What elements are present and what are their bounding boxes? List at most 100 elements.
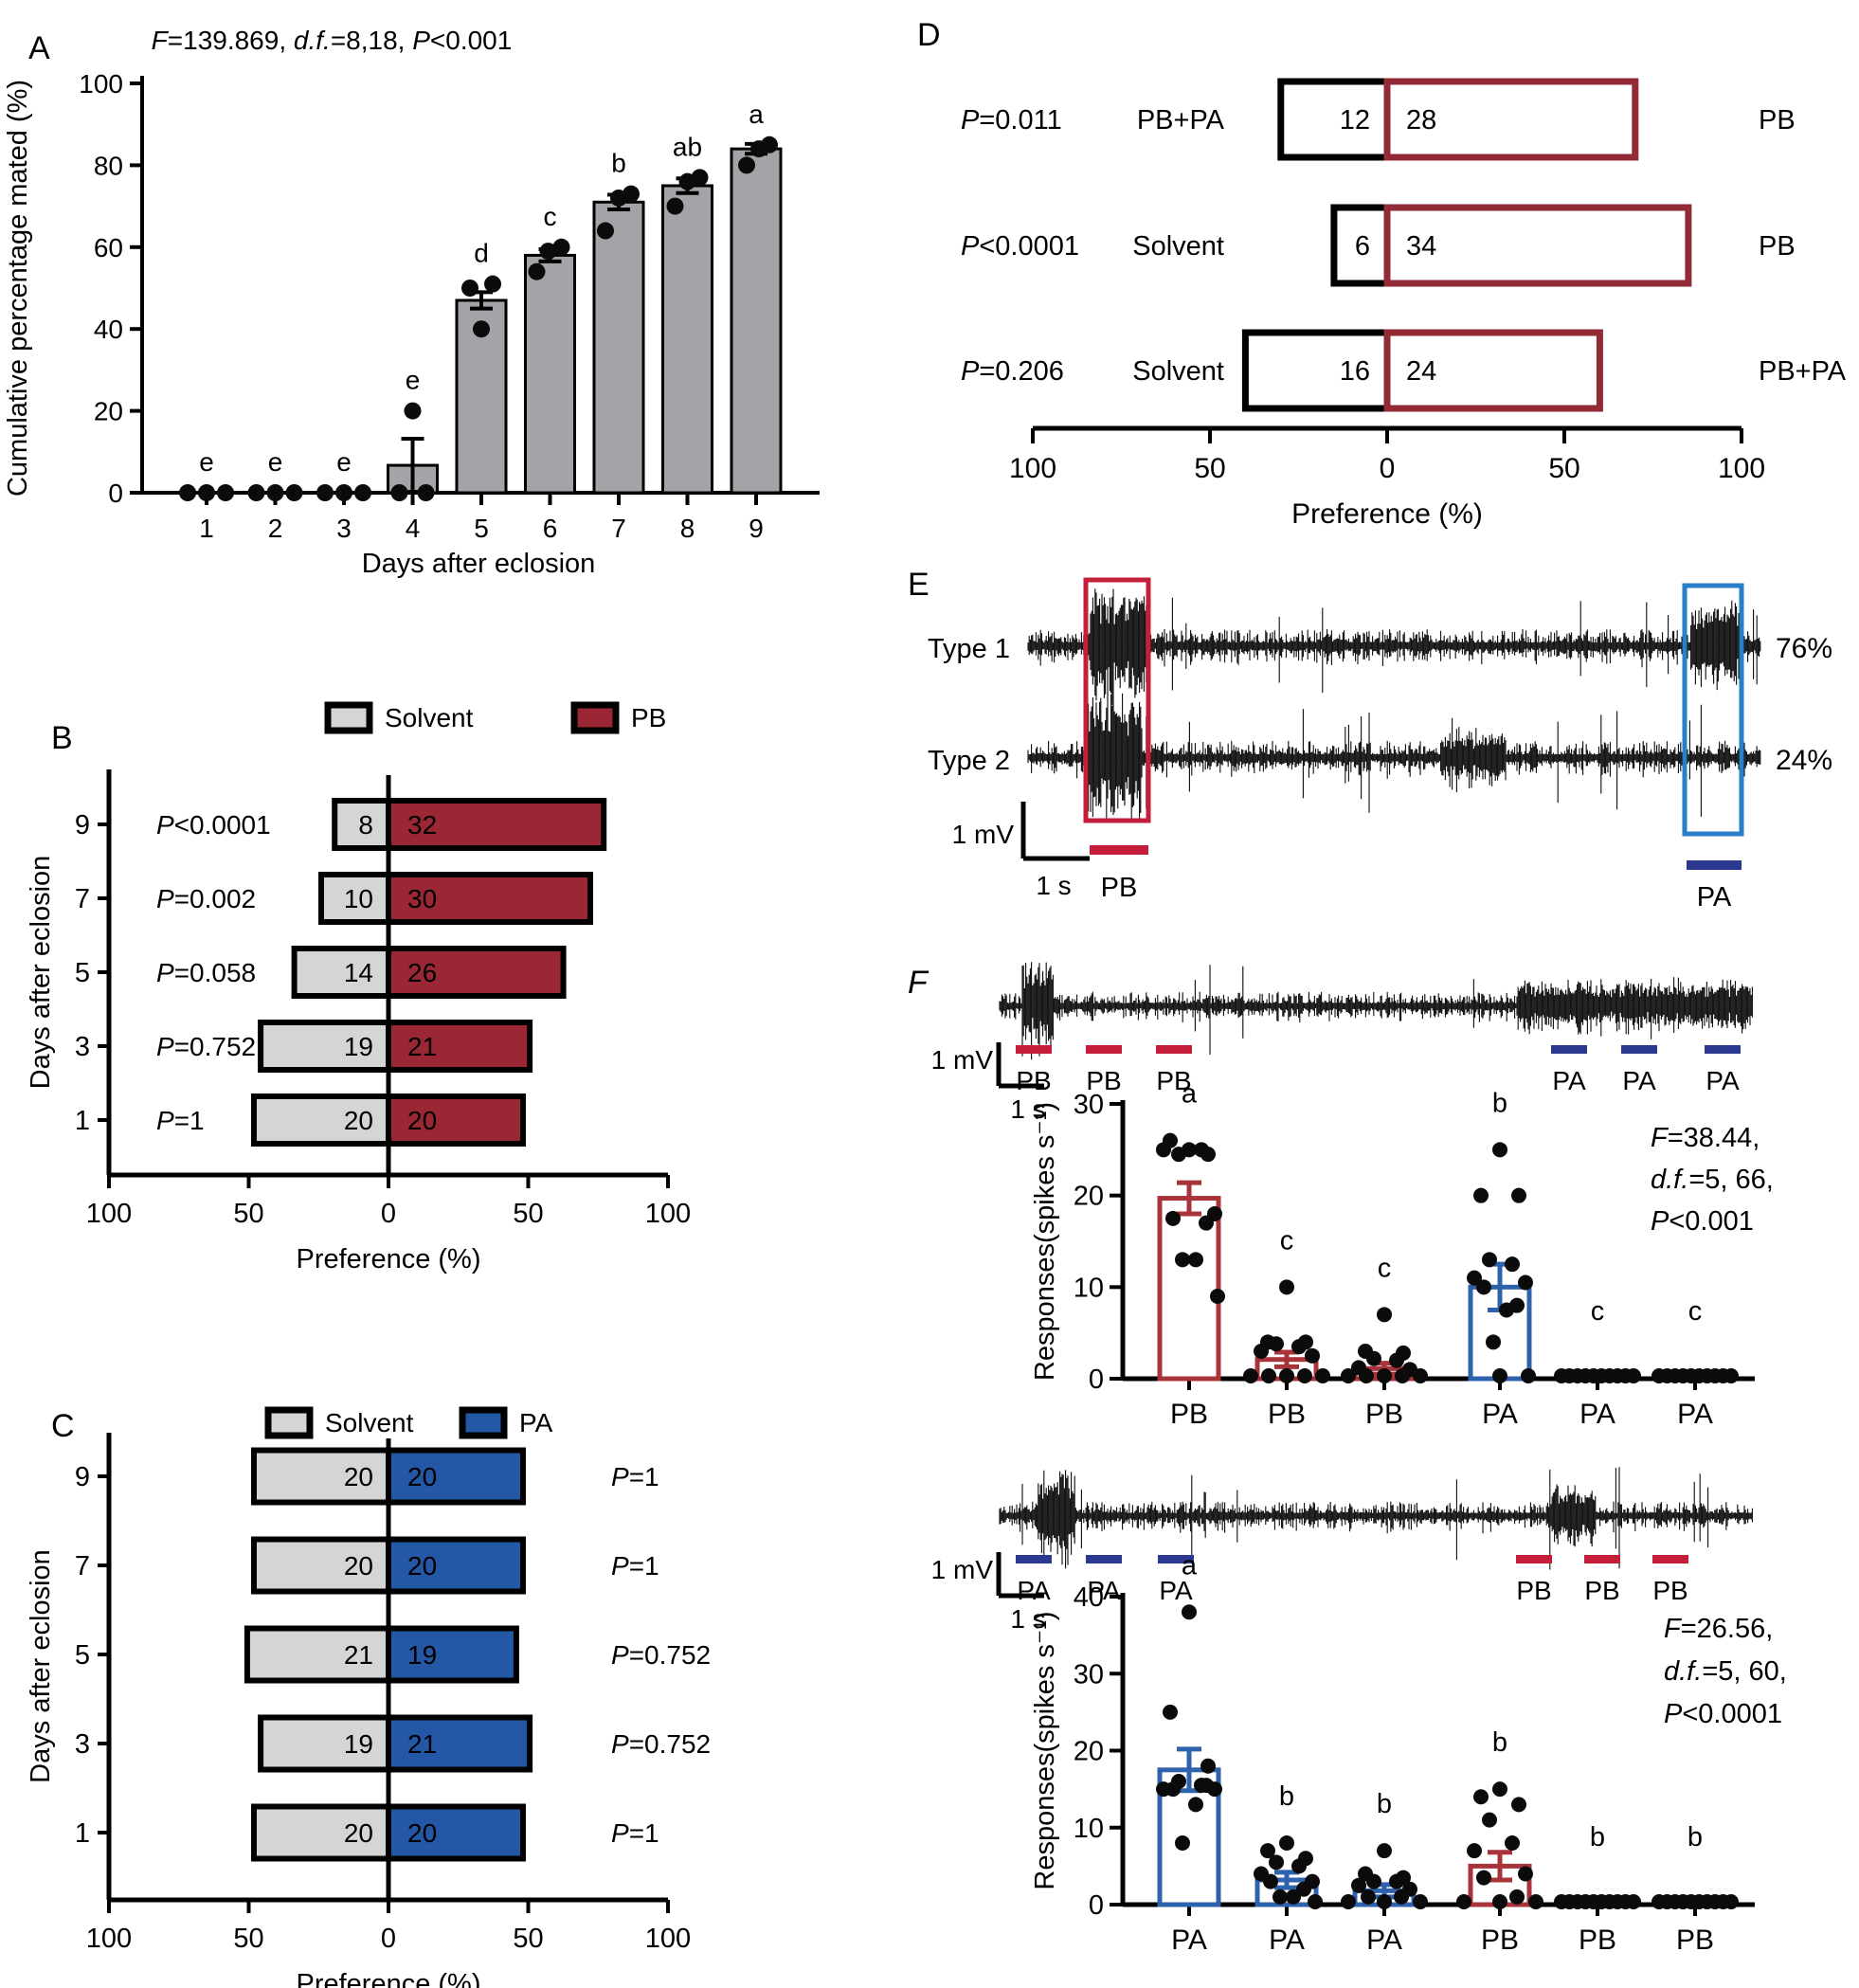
data-point: [1291, 1858, 1307, 1874]
panel-b-chart: B Solvent PB 100 50 0 50 100 Preference (%) Days …: [26, 701, 691, 1274]
count-right: 21: [407, 1729, 437, 1759]
count-left: 12: [1340, 105, 1370, 136]
data-point: [1272, 1889, 1288, 1905]
data-point: [1377, 1843, 1392, 1859]
trace-label-type1: Type 1: [928, 634, 1010, 664]
x-tick-label: PA: [1677, 1399, 1713, 1430]
data-point: [461, 280, 478, 297]
data-point: [1505, 1256, 1520, 1273]
legend-label: PA: [519, 1408, 553, 1437]
day-tick-label: 1: [75, 1818, 90, 1849]
sig-letter: b: [1377, 1789, 1392, 1819]
scale-label-mv: 1 mV: [931, 1555, 994, 1584]
data-point: [1389, 1352, 1404, 1368]
data-point: [1528, 1894, 1543, 1909]
x-tick-label: 2: [268, 514, 283, 543]
data-point: [1165, 1210, 1181, 1226]
stimulus-label-pb: PB: [1086, 1066, 1121, 1095]
data-point: [1194, 1142, 1209, 1158]
count-left: 19: [344, 1729, 373, 1759]
stats-text-a: F=139.869, d.f.=8,18, P<0.001: [152, 26, 513, 55]
data-point: [691, 169, 709, 187]
x-tick-label: 50: [233, 1199, 263, 1229]
stimulus-bar-pb: [1156, 1045, 1192, 1054]
scale-label-mv: 1 mV: [952, 820, 1015, 849]
day-tick-label: 5: [75, 958, 90, 988]
data-point: [1511, 1187, 1526, 1203]
pb-response-box: [1083, 577, 1151, 823]
bar-left-day-9: [251, 1447, 391, 1506]
bar-right-row-3: [1383, 329, 1603, 412]
y-tick-label: 0: [1089, 1890, 1104, 1921]
data-point: [666, 197, 684, 215]
stimulus-bar-pb: [1090, 845, 1148, 855]
stimulus-bar-pa: [1086, 1555, 1122, 1563]
data-point: [1499, 1302, 1514, 1318]
data-point: [1482, 1812, 1497, 1828]
left-odor-label: Solvent: [1132, 356, 1224, 387]
p-value: P<0.0001: [961, 231, 1079, 262]
panel-label-c: C: [51, 1408, 75, 1444]
data-point: [1492, 1781, 1507, 1798]
data-point: [1305, 1347, 1320, 1364]
sig-letter: d: [474, 239, 489, 268]
data-point: [285, 484, 303, 501]
trace-label-type2: Type 2: [928, 746, 1010, 776]
y-tick-label: 0: [1089, 1364, 1104, 1395]
data-point: [1377, 1307, 1392, 1323]
data-point: [1473, 1187, 1489, 1203]
bar-day-7: [592, 200, 645, 495]
x-tick-label: 4: [406, 514, 421, 543]
data-point: [1279, 1835, 1294, 1851]
data-point: [179, 484, 196, 501]
bar-right-day-7: [386, 872, 593, 925]
ephys-trace: [1027, 693, 1761, 822]
bar-day-9: [730, 147, 783, 495]
x-tick-label: 100: [645, 1924, 691, 1954]
y-tick-label: 20: [94, 397, 123, 426]
sig-letter: e: [199, 447, 214, 477]
data-point: [1210, 1289, 1225, 1304]
x-tick-label: 100: [86, 1199, 132, 1229]
data-point: [1261, 1368, 1276, 1383]
data-point: [217, 484, 234, 501]
data-point: [1254, 1344, 1269, 1359]
count-left: 20: [344, 1462, 373, 1491]
scale-label-s: 1 s: [1010, 1604, 1045, 1634]
y-tick-label: 30: [1074, 1659, 1104, 1690]
data-point: [1518, 1866, 1533, 1882]
day-tick-label: 3: [75, 1032, 90, 1062]
stimulus-label-pa: PA: [1552, 1066, 1586, 1095]
count-left: 20: [344, 1551, 373, 1581]
panel-f: FPB PB PB PA PA PA1 mV1 sPA PA PA PB PB PB1 mV1 s: [908, 962, 1753, 1634]
count-left: 8: [358, 810, 373, 840]
data-point: [1366, 1350, 1381, 1366]
bar-left-day-3: [258, 1714, 391, 1773]
count-right: 32: [407, 810, 437, 840]
y-tick-label: 60: [94, 233, 123, 262]
panel-a-chart: A F=139.869, d.f.=8,18, P<0.001 0 20 40 60 80 1…: [3, 26, 820, 579]
p-value: P=1: [611, 1818, 659, 1848]
count-right: 28: [1406, 105, 1436, 136]
stimulus-label-pb: PB: [1652, 1576, 1688, 1605]
stimulus-label-pa: PA: [1697, 882, 1732, 913]
data-point: [1377, 1368, 1392, 1383]
data-point: [1269, 1336, 1284, 1352]
p-value: P=1: [611, 1551, 659, 1581]
stimulus-bar-pb: [1086, 1045, 1122, 1054]
stimulus-bar-pa: [1621, 1045, 1657, 1054]
data-point: [1199, 1778, 1214, 1794]
stimulus-label-pb: PB: [1584, 1576, 1619, 1605]
count-right: 19: [407, 1640, 437, 1670]
panel-label-b: B: [51, 720, 73, 756]
ephys-trace: [1027, 588, 1761, 709]
count-left: 16: [1340, 356, 1370, 387]
sig-letter: b: [1590, 1822, 1605, 1852]
data-point: [473, 320, 490, 338]
scale-label-mv: 1 mV: [931, 1045, 994, 1075]
bar-left-day-5: [291, 946, 392, 999]
y-tick-label: 20: [1074, 1737, 1104, 1767]
stimulus-bar-pb: [1584, 1555, 1620, 1563]
